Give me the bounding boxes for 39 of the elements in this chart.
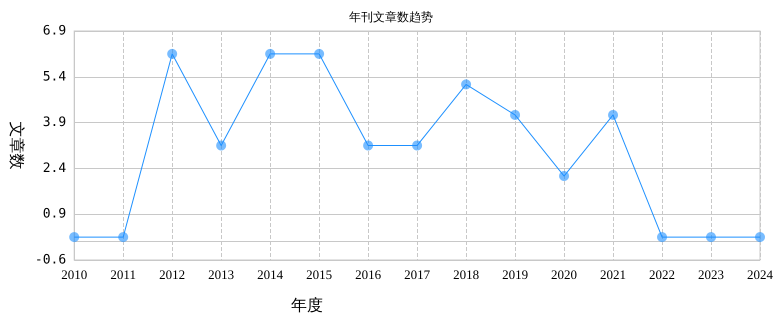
point: [363, 140, 374, 150]
point: [314, 48, 324, 59]
point: [510, 110, 520, 120]
point: [118, 232, 128, 242]
point: [559, 171, 570, 182]
point: [755, 232, 765, 242]
y-tick-label: -0.6: [34, 252, 66, 268]
point: [216, 140, 226, 150]
x-axis-title: 年度: [291, 296, 324, 314]
y-tick-label: 5.4: [42, 69, 66, 84]
point: [69, 232, 80, 242]
x-tick-label: 2020: [551, 267, 578, 282]
x-tick-label: 2013: [208, 267, 234, 282]
point: [706, 232, 716, 242]
y-tick-label: 3.9: [42, 115, 66, 130]
point: [265, 48, 276, 59]
y-tick-label: 6.9: [42, 24, 66, 38]
x-tick-label: 2017: [404, 267, 431, 282]
x-tick-label: 2012: [159, 267, 186, 282]
x-tick-label: 2021: [600, 267, 626, 282]
x-tick-label: 2015: [306, 267, 332, 282]
x-tick-label: 2024: [747, 267, 774, 282]
x-tick-label: 2019: [502, 267, 528, 282]
point: [461, 79, 472, 90]
x-tick-label: 2022: [649, 267, 676, 282]
point: [657, 232, 668, 242]
y-tick-label: 2.4: [42, 160, 66, 176]
x-tick-label: 2016: [355, 267, 382, 282]
point: [167, 48, 178, 59]
x-tick-label: 2023: [698, 267, 724, 282]
x-tick-label: 2018: [453, 267, 480, 282]
x-tick-label: 2010: [61, 267, 88, 282]
point: [412, 140, 422, 150]
point: [608, 110, 618, 120]
chart-title: 年刊文章数趋势: [349, 10, 433, 24]
x-tick-label: 2011: [110, 267, 136, 282]
y-axis-title: 文章数: [8, 122, 26, 170]
y-tick-label: 0.9: [42, 206, 66, 222]
x-tick-label: 2014: [257, 267, 284, 282]
